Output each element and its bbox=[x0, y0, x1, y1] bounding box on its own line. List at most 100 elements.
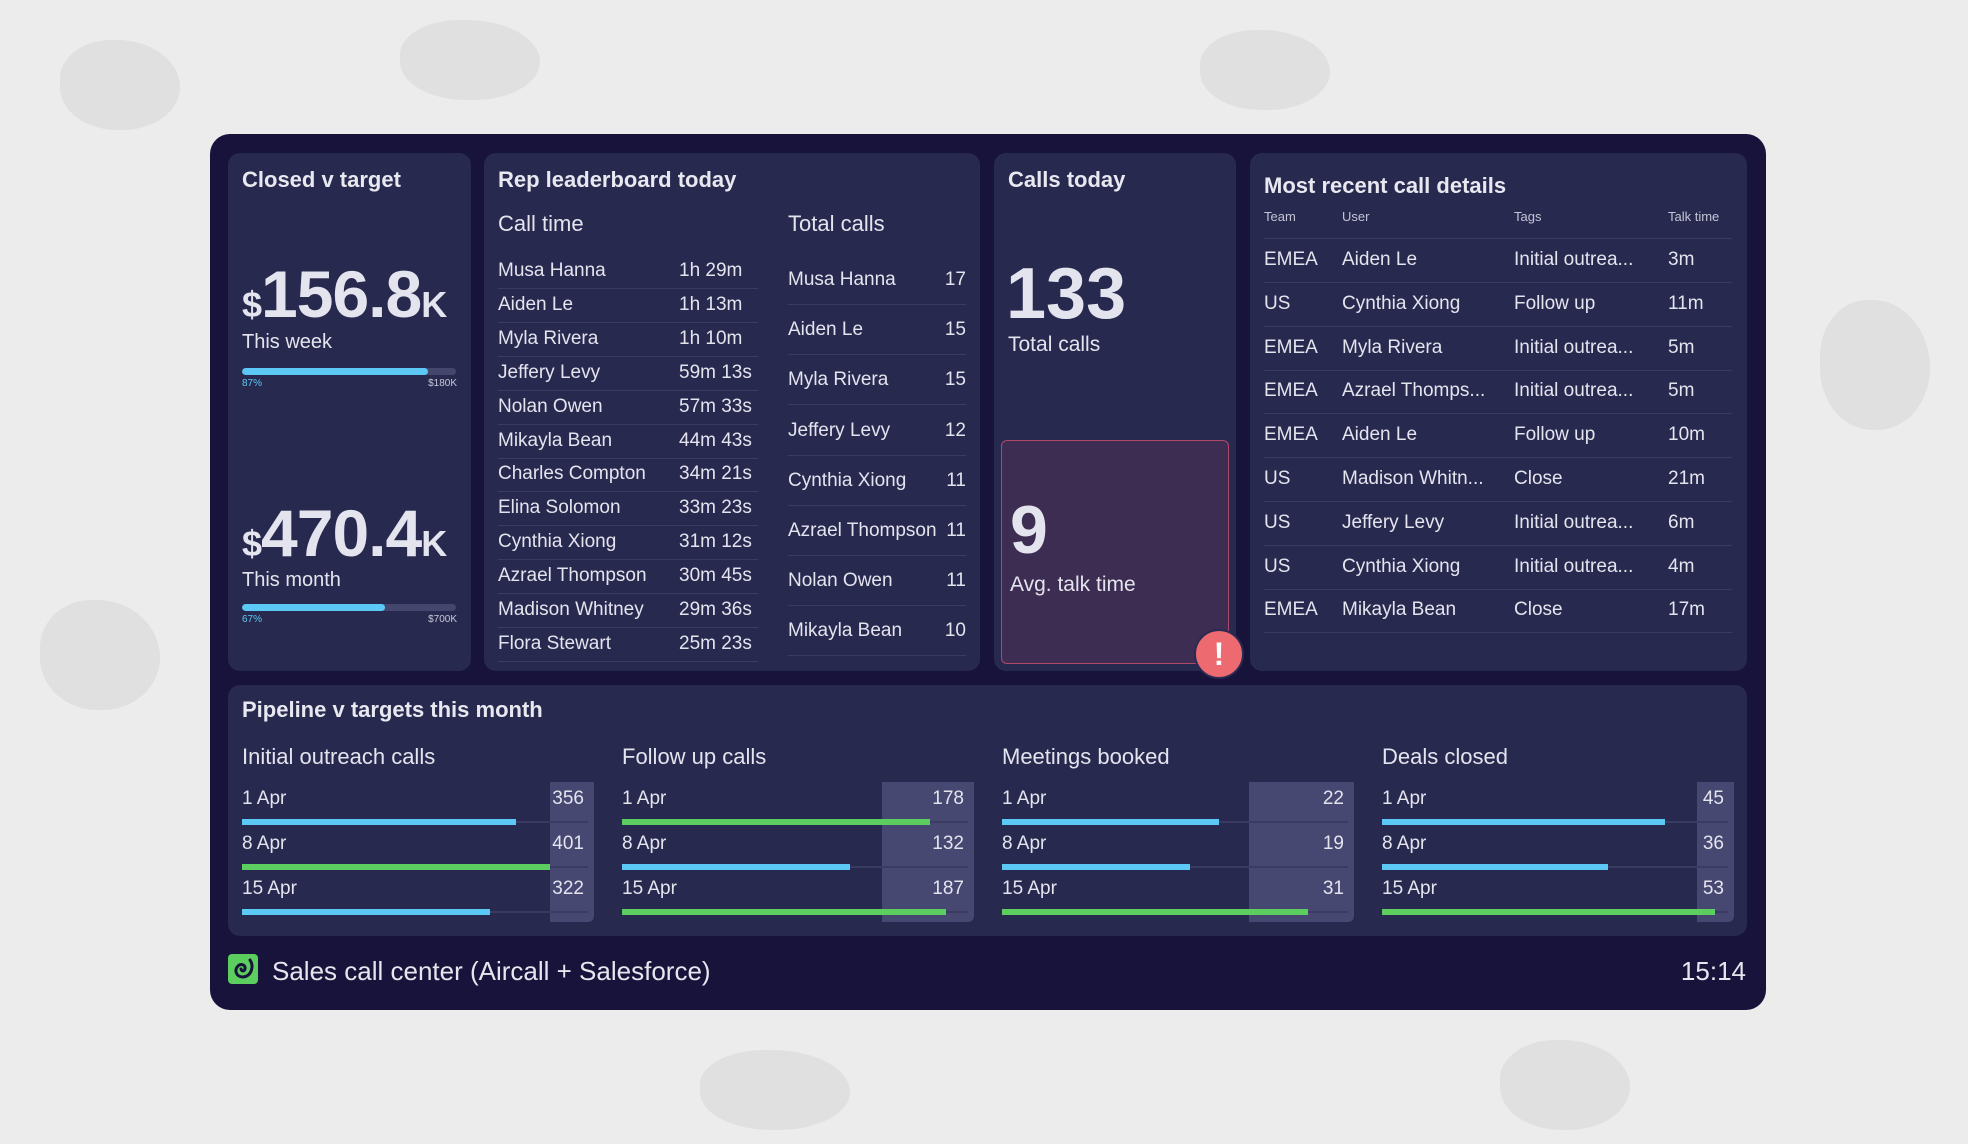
target-zone bbox=[881, 782, 974, 922]
month-target: $700K bbox=[428, 614, 457, 625]
bar-label: 8 Apr bbox=[1002, 833, 1047, 854]
cell-tags: Follow up bbox=[1514, 424, 1596, 446]
rep-name: Elina Solomon bbox=[498, 497, 621, 519]
list-item: Aiden Le 1h 13m bbox=[498, 289, 758, 323]
bar-label: 8 Apr bbox=[1382, 833, 1427, 854]
bar-label: 15 Apr bbox=[242, 878, 297, 899]
column-header-talk-time[interactable]: Talk time bbox=[1668, 209, 1720, 224]
rep-name: Cynthia Xiong bbox=[498, 531, 617, 553]
total-calls-value: 133 bbox=[1006, 254, 1127, 334]
bar-row: 15 Apr 187 bbox=[622, 878, 968, 923]
week-progress-fill bbox=[242, 368, 429, 375]
list-item: Cynthia Xiong 31m 12s bbox=[498, 526, 758, 561]
cell-team: US bbox=[1264, 468, 1291, 489]
bar-row: 1 Apr 356 bbox=[242, 788, 588, 833]
bar-label: 8 Apr bbox=[242, 833, 287, 854]
call-time-value: 31m 12s bbox=[679, 531, 752, 553]
bar-row: 1 Apr 45 bbox=[1382, 788, 1728, 833]
cell-talk-time: 6m bbox=[1668, 511, 1695, 533]
table-row[interactable]: US Jeffery Levy Initial outrea... 6m bbox=[1264, 502, 1732, 546]
table-row[interactable]: US Cynthia Xiong Follow up 11m bbox=[1264, 283, 1732, 327]
value-number: 470.4 bbox=[261, 496, 422, 570]
rep-name: Aiden Le bbox=[498, 293, 574, 315]
column-header-team[interactable]: Team bbox=[1264, 209, 1296, 224]
table-header: Team User Tags Talk time bbox=[1264, 209, 1732, 239]
cell-user: Aiden Le bbox=[1342, 249, 1418, 270]
table-row[interactable]: EMEA Myla Rivera Initial outrea... 5m bbox=[1264, 327, 1732, 371]
list-item: Myla Rivera 1h 10m bbox=[498, 323, 758, 357]
list-item: Mikayla Bean 10 bbox=[788, 606, 966, 657]
panel-title: Pipeline v targets this month bbox=[242, 697, 543, 722]
table-row[interactable]: EMEA Aiden Le Initial outrea... 3m bbox=[1264, 239, 1732, 283]
rep-name: Musa Hanna bbox=[788, 269, 896, 290]
table-row[interactable]: EMEA Mikayla Bean Close 17m bbox=[1264, 589, 1732, 634]
background-blob bbox=[700, 1050, 850, 1130]
background-blob bbox=[40, 600, 160, 710]
list-item: Musa Hanna 17 bbox=[788, 255, 966, 305]
table-row[interactable]: US Cynthia Xiong Initial outrea... 4m bbox=[1264, 546, 1732, 590]
total-calls-header: Total calls bbox=[788, 211, 885, 236]
total-calls-value: 10 bbox=[944, 620, 966, 642]
list-item: Azrael Thompson 30m 45s bbox=[498, 560, 758, 595]
cell-user: Madison Whitn... bbox=[1342, 468, 1484, 489]
rep-name: Mikayla Bean bbox=[788, 620, 903, 642]
aircall-logo-icon bbox=[228, 954, 258, 984]
column-header-user[interactable]: User bbox=[1342, 209, 1370, 224]
cell-talk-time: 3m bbox=[1668, 249, 1695, 270]
rep-name: Myla Rivera bbox=[788, 369, 889, 391]
rep-name: Mikayla Bean bbox=[498, 429, 613, 451]
cell-talk-time: 4m bbox=[1668, 555, 1695, 577]
list-item: Elina Solomon 33m 23s bbox=[498, 492, 758, 527]
calls-today-panel: Calls today 133 Total calls 9 Avg. talk … bbox=[994, 153, 1244, 679]
exclamation-icon[interactable]: ! bbox=[1194, 629, 1244, 679]
bar-value: 31 bbox=[1322, 878, 1344, 899]
rep-name: Nolan Owen bbox=[498, 395, 603, 417]
cell-user: Aiden Le bbox=[1342, 424, 1418, 446]
call-time-value: 30m 45s bbox=[679, 565, 752, 587]
currency-symbol: $ bbox=[242, 523, 262, 564]
bar-value: 22 bbox=[1322, 788, 1344, 809]
table-row[interactable]: US Madison Whitn... Close 21m bbox=[1264, 458, 1732, 502]
bar-label: 8 Apr bbox=[622, 833, 667, 854]
call-time-value: 57m 33s bbox=[679, 395, 752, 417]
total-calls-value: 15 bbox=[944, 369, 966, 391]
week-target: $180K bbox=[428, 378, 457, 389]
cell-user: Azrael Thomps... bbox=[1342, 380, 1486, 402]
bar-row: 8 Apr 401 bbox=[242, 833, 588, 878]
bar-value: 36 bbox=[1702, 833, 1724, 854]
call-time-value: 25m 23s bbox=[679, 632, 752, 654]
cell-talk-time: 5m bbox=[1668, 380, 1695, 402]
total-calls-label: Total calls bbox=[1008, 333, 1101, 356]
section-title: Follow up calls bbox=[622, 744, 767, 769]
cell-user: Cynthia Xiong bbox=[1342, 555, 1461, 577]
panel-title: Calls today bbox=[1008, 167, 1126, 192]
bar-label: 15 Apr bbox=[1002, 878, 1057, 899]
value-number: 156.8 bbox=[261, 257, 422, 331]
value-suffix: K bbox=[421, 523, 447, 564]
week-percent: 87% bbox=[242, 378, 263, 389]
bar bbox=[1002, 864, 1190, 870]
rep-name: Jeffery Levy bbox=[498, 361, 601, 383]
bar-row: 15 Apr 53 bbox=[1382, 878, 1728, 923]
column-header-tags[interactable]: Tags bbox=[1514, 209, 1542, 224]
table-row[interactable]: EMEA Azrael Thomps... Initial outrea... 5m bbox=[1264, 370, 1732, 415]
bar-label: 1 Apr bbox=[242, 788, 287, 809]
cell-tags: Initial outrea... bbox=[1514, 249, 1634, 270]
cell-talk-time: 21m bbox=[1668, 468, 1705, 489]
list-item: Jeffery Levy 59m 13s bbox=[498, 357, 758, 391]
list-item: Musa Hanna 1h 29m bbox=[498, 255, 758, 289]
background-blob bbox=[1820, 300, 1930, 430]
table-row[interactable]: EMEA Aiden Le Follow up 10m bbox=[1264, 414, 1732, 459]
month-closed-value: $470.4K bbox=[242, 495, 447, 571]
cell-user: Myla Rivera bbox=[1342, 336, 1443, 358]
pipeline-section-deals-closed: Deals closed 1 Apr 45 8 Apr 36 15 Apr 53 bbox=[1382, 740, 1734, 930]
cell-tags: Follow up bbox=[1514, 292, 1596, 314]
call-time-value: 44m 43s bbox=[679, 429, 752, 451]
avg-talk-time-value: 9 bbox=[1010, 492, 1048, 568]
bar bbox=[622, 864, 851, 870]
section-title: Meetings booked bbox=[1002, 744, 1170, 769]
avg-talk-time-label: Avg. talk time bbox=[1010, 573, 1136, 596]
list-item: Charles Compton 34m 21s bbox=[498, 458, 758, 493]
cell-team: EMEA bbox=[1264, 424, 1318, 446]
bar bbox=[622, 909, 946, 915]
